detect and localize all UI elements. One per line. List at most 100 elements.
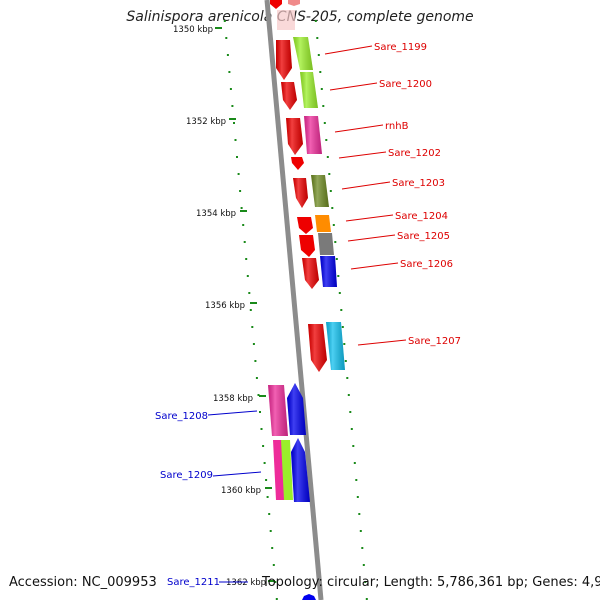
scale-dot	[239, 190, 242, 192]
scale-dot	[314, 20, 317, 22]
scale-tick-1362: 1362 kbp	[226, 578, 275, 588]
map-title: Salinispora arenicola CNS-205, complete …	[126, 9, 474, 25]
gene-sare-1208[interactable]	[268, 385, 288, 436]
gene-arrow[interactable]	[302, 258, 319, 289]
gene-label[interactable]: Sare_1208	[155, 411, 208, 422]
scale-dot	[240, 207, 243, 209]
scale-label: 1356 kbp	[205, 301, 245, 311]
scale-dot	[245, 258, 248, 260]
scale-dots-left	[223, 20, 278, 600]
scale-dot	[332, 224, 335, 226]
gene-label[interactable]: Sare_1207	[408, 336, 461, 347]
gene-label[interactable]: Sare_1209	[160, 470, 213, 481]
scale-dot	[347, 394, 350, 396]
gene-sare-1207[interactable]	[326, 322, 345, 370]
scale-dot	[320, 88, 323, 90]
gene-arrow[interactable]	[297, 217, 313, 234]
scale-dot	[263, 462, 266, 464]
scale-dot	[331, 207, 334, 209]
gene-partial-top[interactable]	[270, 0, 300, 30]
scale-dot	[249, 309, 252, 311]
gene-sare-1205[interactable]	[318, 233, 334, 255]
scale-dot	[268, 513, 271, 515]
scale-dot	[237, 173, 240, 175]
scale-tick-1350: 1350 kbp	[173, 25, 222, 35]
scale-dot	[266, 496, 269, 498]
accession-text: Accession: NC_009953	[9, 575, 157, 590]
scale-dot	[316, 37, 319, 39]
scale-dot	[344, 360, 347, 362]
scale-dot	[323, 122, 326, 124]
scale-label: 1350 kbp	[173, 25, 213, 35]
scale-dot	[359, 530, 362, 532]
scale-dot	[317, 54, 320, 56]
scale-dot	[353, 462, 356, 464]
scale-dot	[346, 377, 349, 379]
gene-arrow[interactable]	[276, 40, 292, 80]
scale-dot	[337, 275, 340, 277]
gene-label[interactable]: Sare_1206	[400, 259, 453, 270]
scale-dot	[364, 581, 367, 583]
scale-dot	[269, 530, 272, 532]
scale-dot	[262, 445, 265, 447]
gene-sare-1199[interactable]	[293, 37, 313, 70]
gene-sare-1200[interactable]	[300, 72, 318, 108]
scale-dot	[231, 105, 234, 107]
scale-dot	[275, 598, 278, 600]
gene-sare-1206[interactable]	[320, 256, 337, 287]
genome-summary: Topology: circular; Length: 5,786,361 bp…	[262, 575, 600, 590]
scale-dot	[236, 156, 238, 158]
scale-dot	[361, 547, 364, 549]
gene-sare-1204[interactable]	[315, 215, 331, 232]
gene-arrow[interactable]	[299, 235, 315, 257]
scale-dot	[271, 547, 274, 549]
scale-dot	[329, 190, 332, 192]
gene-arrow[interactable]	[293, 178, 308, 208]
scale-dot	[228, 71, 231, 73]
gene-label[interactable]: Sare_1199	[374, 42, 427, 53]
gene-arrow-blue[interactable]	[287, 383, 306, 435]
gene-arrow[interactable]	[308, 324, 327, 372]
scale-dot	[259, 411, 261, 413]
scale-dot	[226, 54, 229, 56]
gene-label[interactable]: Sare_1200	[379, 79, 432, 90]
genome-backbone	[264, 0, 324, 600]
scale-dot	[248, 292, 251, 294]
scale-label: 1354 kbp	[196, 209, 236, 219]
scale-dot	[229, 88, 232, 90]
scale-dots-right	[314, 20, 368, 600]
gene-arrow[interactable]	[281, 82, 297, 110]
scale-dot	[362, 564, 365, 566]
gene-sare-1211[interactable]	[302, 594, 316, 600]
gene-arrow[interactable]	[286, 118, 303, 155]
scale-label: 1358 kbp	[213, 394, 253, 404]
gene-label[interactable]: Sare_1205	[397, 231, 450, 242]
scale-dot	[340, 309, 343, 311]
scale-dot	[225, 37, 228, 39]
gene-sare-1203[interactable]	[311, 175, 329, 207]
gene-label[interactable]: Sare_1211	[167, 577, 220, 588]
gene-label[interactable]: Sare_1202	[388, 148, 441, 159]
scale-dot	[356, 496, 359, 498]
scale-label: 1352 kbp	[186, 117, 226, 127]
scale-dot	[243, 241, 246, 243]
scale-dot	[272, 564, 275, 566]
scale-dot	[254, 360, 257, 362]
scale-dot	[338, 292, 341, 294]
gene-sare-1209[interactable]	[273, 440, 293, 500]
gene-arrow-blue[interactable]	[291, 438, 310, 502]
scale-tick-1354: 1354 kbp	[196, 209, 247, 219]
gene-label[interactable]: rnhB	[385, 121, 409, 132]
gene-label[interactable]: Sare_1204	[395, 211, 448, 222]
scale-tick-1356: 1356 kbp	[205, 301, 257, 311]
label-connectors-right	[324, 45, 407, 346]
label-connectors-left	[207, 410, 262, 583]
scale-dot	[325, 139, 328, 141]
scale-dot	[334, 241, 337, 243]
gene-label[interactable]: Sare_1203	[392, 178, 445, 189]
gene-rnhb[interactable]	[304, 116, 322, 154]
scale-dot	[358, 513, 361, 515]
gene-arrow[interactable]	[291, 157, 304, 170]
scale-dot	[355, 479, 358, 481]
